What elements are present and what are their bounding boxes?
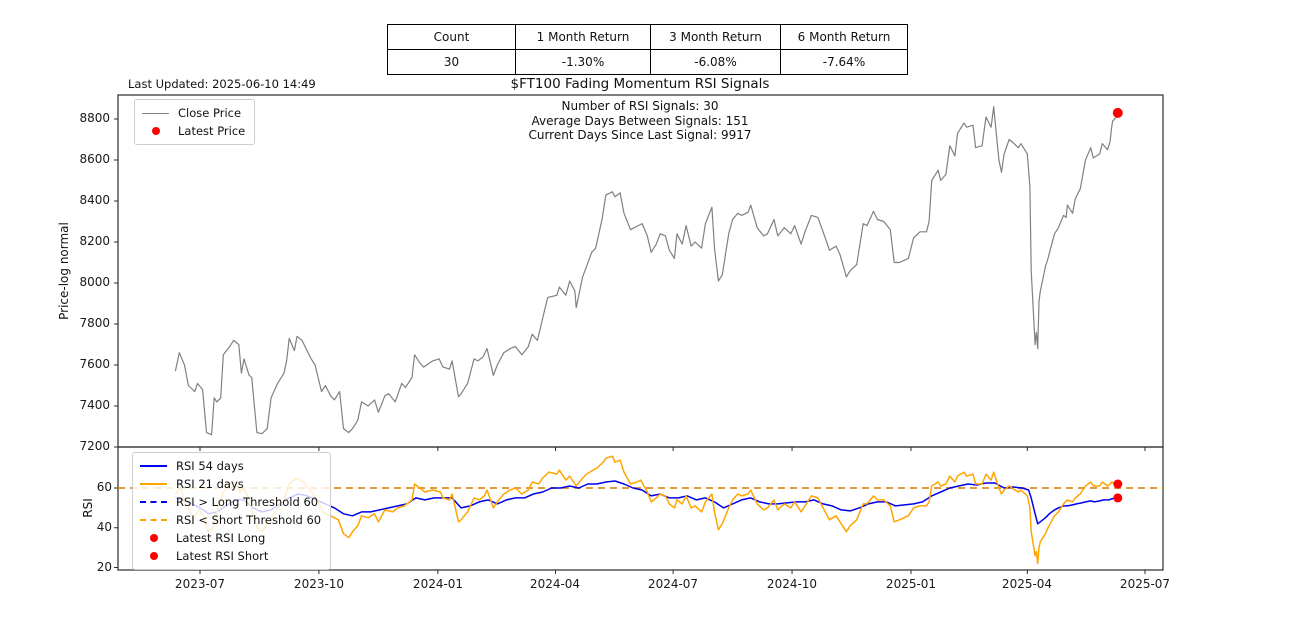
rsi-54-line	[175, 480, 1118, 525]
x-tick-label: 2023-10	[293, 577, 345, 591]
legend-long-threshold-label: RSI > Long Threshold 60	[176, 495, 319, 509]
x-tick-label: 2024-04	[529, 577, 581, 591]
summary-table-value-row: 30 -1.30% -6.08% -7.64%	[387, 49, 908, 75]
rsi-21-line-swatch	[140, 483, 167, 485]
legend-latest-price-label: Latest Price	[178, 124, 246, 138]
summary-value-3m: -6.08%	[650, 49, 781, 75]
x-tick-label: 2024-10	[766, 577, 818, 591]
legend-latest-rsi-short: Latest RSI Short	[140, 547, 321, 565]
summary-header-1m: 1 Month Return	[515, 24, 651, 50]
summary-header-3m: 3 Month Return	[650, 24, 781, 50]
legend-rsi-54-label: RSI 54 days	[176, 459, 244, 473]
x-tick-label: 2024-01	[412, 577, 464, 591]
legend-rsi-21-label: RSI 21 days	[176, 477, 244, 491]
rsi-legend: RSI 54 days RSI 21 days RSI > Long Thres…	[132, 452, 332, 570]
latest-price-dot-swatch	[142, 127, 169, 135]
summary-header-6m: 6 Month Return	[780, 24, 908, 50]
latest-rsi-long-dot	[1113, 493, 1123, 503]
x-tick-label: 2025-07	[1119, 577, 1171, 591]
legend-long-threshold: RSI > Long Threshold 60	[140, 493, 321, 511]
summary-table: Count 1 Month Return 3 Month Return 6 Mo…	[387, 24, 908, 75]
x-tick-label: 2025-01	[885, 577, 937, 591]
annotation-line-2: Average Days Between Signals: 151	[531, 113, 749, 128]
price-y-tick-label: 7600	[79, 357, 110, 371]
latest-price-dot	[1112, 107, 1123, 118]
legend-short-threshold: RSI < Short Threshold 60	[140, 511, 321, 529]
rsi-y-tick-label: 60	[96, 480, 112, 494]
latest-rsi-short-dot	[1113, 479, 1123, 489]
summary-table-header-row: Count 1 Month Return 3 Month Return 6 Mo…	[387, 24, 908, 50]
annotation-line-3: Current Days Since Last Signal: 9917	[528, 128, 752, 142]
legend-short-threshold-label: RSI < Short Threshold 60	[176, 513, 322, 527]
price-y-tick-label: 8800	[79, 111, 110, 125]
rsi-axis-label: RSI	[81, 498, 95, 518]
legend-latest-rsi-long: Latest RSI Long	[140, 529, 321, 547]
summary-value-count: 30	[387, 49, 516, 75]
price-legend: Close Price Latest Price	[134, 99, 256, 145]
rsi-panel-border	[117, 446, 1164, 571]
price-y-tick-label: 7400	[79, 398, 110, 412]
last-updated-text: Last Updated: 2025-06-10 14:49	[128, 77, 316, 91]
long-threshold-swatch	[140, 501, 167, 503]
price-y-tick-label: 7800	[79, 316, 110, 330]
rsi-21-line	[174, 455, 1118, 565]
rsi-54-line-swatch	[140, 465, 167, 467]
signal-annotation: Number of RSI Signals: 30 Average Days B…	[528, 99, 751, 143]
legend-close-price-label: Close Price	[178, 106, 242, 120]
legend-latest-price: Latest Price	[142, 122, 245, 140]
price-y-tick-label: 7200	[79, 439, 110, 453]
legend-rsi-54: RSI 54 days	[140, 457, 321, 475]
chart-title: $FT100 Fading Momentum RSI Signals	[510, 76, 770, 92]
summary-header-count: Count	[387, 24, 516, 50]
latest-rsi-short-swatch	[140, 552, 167, 560]
legend-latest-rsi-long-label: Latest RSI Long	[176, 531, 266, 545]
short-threshold-swatch	[140, 519, 167, 521]
price-y-tick-label: 8400	[79, 193, 110, 207]
summary-value-1m: -1.30%	[515, 49, 651, 75]
x-tick-label: 2024-07	[647, 577, 699, 591]
annotation-line-1: Number of RSI Signals: 30	[561, 99, 719, 113]
rsi-y-tick-label: 40	[96, 520, 112, 534]
legend-latest-rsi-short-label: Latest RSI Short	[176, 549, 269, 563]
price-y-tick-label: 8200	[79, 234, 110, 248]
price-y-tick-label: 8600	[79, 152, 110, 166]
rsi-y-tick-label: 20	[96, 560, 112, 574]
summary-value-6m: -7.64%	[780, 49, 908, 75]
price-y-tick-label: 8000	[79, 275, 110, 289]
latest-rsi-long-swatch	[140, 534, 167, 542]
axis-tick-marks	[114, 118, 1146, 574]
x-tick-label: 2023-07	[174, 577, 226, 591]
close-price-line-swatch	[142, 112, 169, 114]
legend-rsi-21: RSI 21 days	[140, 475, 321, 493]
x-tick-label: 2025-04	[1001, 577, 1053, 591]
close-price-line	[174, 106, 1119, 436]
legend-close-price: Close Price	[142, 104, 245, 122]
